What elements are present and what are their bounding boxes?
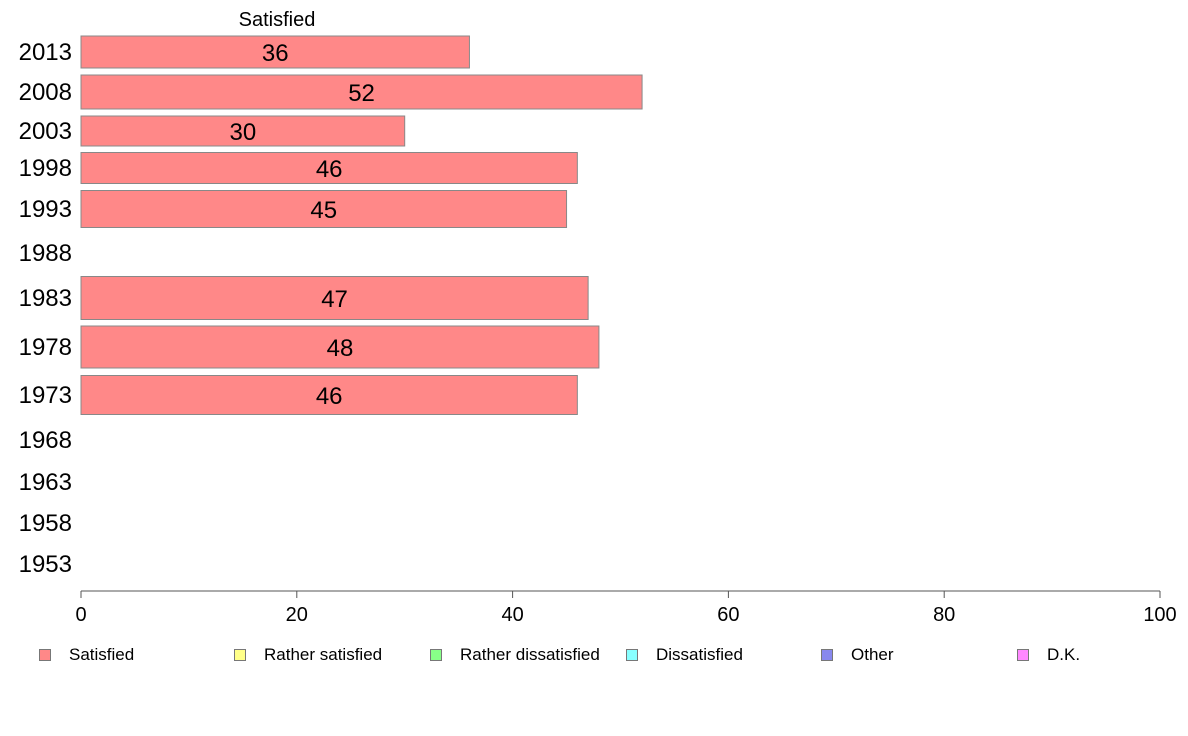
legend-label: D.K. bbox=[1047, 645, 1081, 664]
y-tick-label: 1993 bbox=[19, 196, 72, 223]
bar-2013 bbox=[80, 35, 470, 69]
legend-item: Rather dissatisfied bbox=[430, 644, 600, 666]
y-tick-label: 1953 bbox=[19, 551, 72, 578]
x-tick-label: 20 bbox=[286, 604, 308, 626]
legend-label: Dissatisfied bbox=[656, 645, 743, 664]
legend-item: Dissatisfied bbox=[626, 644, 743, 666]
y-tick-label: 2008 bbox=[19, 79, 72, 106]
legend-swatch bbox=[626, 649, 638, 661]
y-tick-label: 1988 bbox=[19, 240, 72, 267]
x-tick-label: 100 bbox=[1143, 604, 1176, 626]
data-label-1983: 47 bbox=[321, 286, 348, 313]
x-tick-label: 60 bbox=[717, 604, 739, 626]
legend-swatch bbox=[234, 649, 246, 661]
x-tick-label: 40 bbox=[501, 604, 523, 626]
bar-2003 bbox=[80, 115, 406, 147]
legend-label: Rather satisfied bbox=[264, 645, 383, 664]
legend-swatch bbox=[39, 649, 51, 661]
legend-item: D.K. bbox=[1017, 644, 1080, 666]
y-tick-label: 1983 bbox=[19, 285, 72, 312]
y-tick-label: 1963 bbox=[19, 469, 72, 496]
legend: Satisfied Rather satisfied Rather dissatis… bbox=[0, 644, 1188, 668]
legend-label: Other bbox=[851, 645, 894, 664]
legend-item: Satisfied bbox=[39, 644, 134, 666]
data-label-2013: 36 bbox=[262, 40, 289, 67]
data-label-1978: 48 bbox=[327, 335, 354, 362]
legend-swatch bbox=[430, 649, 442, 661]
y-tick-label: 2013 bbox=[19, 39, 72, 66]
bar-1973 bbox=[80, 375, 578, 415]
chart-title: Satisfied bbox=[239, 9, 316, 31]
bar-2008 bbox=[80, 74, 643, 110]
bar-chart: Satisfied 36 52 30 46 45 47 48 46 2013 2008 2003 1… bbox=[19, 9, 1177, 626]
bar-1998 bbox=[80, 152, 578, 184]
y-tick-label: 2003 bbox=[19, 118, 72, 145]
x-tick-label: 0 bbox=[75, 604, 86, 626]
data-label-2003: 30 bbox=[229, 119, 256, 146]
data-label-1973: 46 bbox=[316, 383, 343, 410]
data-label-1993: 45 bbox=[310, 197, 337, 224]
y-tick-label: 1958 bbox=[19, 510, 72, 537]
legend-swatch bbox=[821, 649, 833, 661]
legend-item: Other bbox=[821, 644, 894, 666]
y-tick-label: 1978 bbox=[19, 334, 72, 361]
bar-1993 bbox=[80, 190, 568, 228]
data-label-1998: 46 bbox=[316, 156, 343, 183]
x-axis: 0 20 40 60 80 100 bbox=[75, 590, 1177, 626]
legend-label: Rather dissatisfied bbox=[460, 645, 600, 664]
bar-1983 bbox=[80, 276, 589, 320]
x-tick-label: 80 bbox=[933, 604, 955, 626]
legend-swatch bbox=[1017, 649, 1029, 661]
y-axis-labels: 2013 2008 2003 1998 1993 1988 1983 1978 1973 1968… bbox=[19, 39, 72, 578]
bar-1978 bbox=[80, 325, 600, 369]
y-tick-label: 1968 bbox=[19, 427, 72, 454]
bars-group: 36 52 30 46 45 47 48 46 bbox=[80, 35, 643, 415]
legend-item: Rather satisfied bbox=[234, 644, 382, 666]
y-tick-label: 1998 bbox=[19, 155, 72, 182]
data-label-2008: 52 bbox=[348, 80, 375, 107]
y-tick-label: 1973 bbox=[19, 382, 72, 409]
legend-label: Satisfied bbox=[69, 645, 135, 664]
